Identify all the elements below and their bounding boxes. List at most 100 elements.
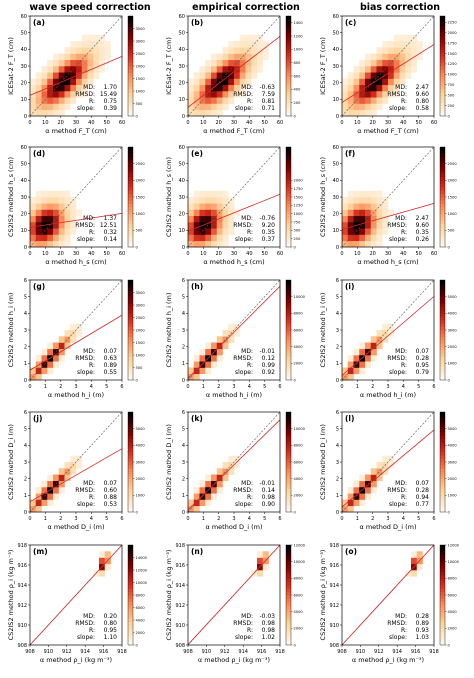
y-tick-label: 5 xyxy=(182,426,185,432)
colorbar-cell xyxy=(440,492,445,496)
density-cell xyxy=(205,97,212,104)
y-tick-label: 912 xyxy=(329,603,339,609)
x-tick-label: 2 xyxy=(371,384,374,390)
density-cell xyxy=(205,109,212,117)
colorbar-cell xyxy=(286,203,291,208)
density-cell xyxy=(216,109,223,117)
density-cell xyxy=(35,373,42,381)
density-cell xyxy=(239,66,246,73)
colorbar-cell xyxy=(286,618,291,622)
density-cell xyxy=(30,197,37,204)
density-cell xyxy=(47,109,54,117)
density-cell xyxy=(405,47,412,54)
density-cell xyxy=(222,336,229,343)
density-cell xyxy=(239,34,246,42)
density-cell xyxy=(342,197,349,204)
colorbar-cell xyxy=(440,157,445,161)
y-tick-label: 918 xyxy=(329,543,339,549)
x-tick-label: 1 xyxy=(44,516,47,522)
colorbar-cell xyxy=(286,485,291,489)
density-cell xyxy=(370,468,377,475)
density-cell xyxy=(216,222,223,229)
x-tick-label: 30 xyxy=(385,251,391,257)
x-tick-label: 30 xyxy=(385,120,391,126)
density-cell xyxy=(205,209,212,217)
x-axis-label: α method F_T (cm) xyxy=(45,127,107,135)
density-cell xyxy=(53,53,60,61)
stat-label: R: xyxy=(247,229,253,236)
colorbar-cell xyxy=(440,370,445,374)
x-tick-label: 1 xyxy=(44,384,47,390)
colorbar-cell xyxy=(286,217,291,221)
density-cell xyxy=(199,109,206,117)
colorbar-cell xyxy=(286,502,291,506)
colorbar-tick-label: 12000 xyxy=(136,568,148,572)
y-tick-label: 6 xyxy=(182,410,185,416)
colorbar-tick-label: 0 xyxy=(136,114,139,118)
density-cell xyxy=(239,41,246,48)
colorbar-cell xyxy=(440,313,445,317)
x-tick-label: 914 xyxy=(392,649,402,655)
density-cell xyxy=(99,570,106,577)
colorbar-tick-label: 1000 xyxy=(136,353,146,357)
regression-line xyxy=(29,314,123,371)
density-cell xyxy=(222,234,229,242)
density-cell xyxy=(370,234,377,242)
stat-value: 2.47 xyxy=(416,84,430,91)
colorbar-cell xyxy=(286,76,291,80)
colorbar-tick-label: 0 xyxy=(136,643,139,647)
density-cell xyxy=(393,91,400,98)
colorbar-cell xyxy=(440,170,445,174)
density-cell xyxy=(64,462,71,469)
density-cell xyxy=(359,367,366,375)
colorbar-cell xyxy=(128,183,133,188)
colorbar-cell xyxy=(128,508,133,513)
y-tick-label: 0 xyxy=(336,378,339,384)
colorbar-cell xyxy=(128,373,133,377)
density-cell xyxy=(359,240,366,248)
one-to-one-line xyxy=(29,15,123,117)
density-cell xyxy=(245,34,252,42)
colorbar-tick-label: 5000 xyxy=(448,427,458,431)
density-cell xyxy=(93,72,100,79)
colorbar-cell xyxy=(440,333,445,337)
colorbar-cell xyxy=(286,326,291,331)
y-tick-label: 10 xyxy=(333,228,339,234)
colorbar-cell xyxy=(128,66,133,70)
colorbar-cell xyxy=(440,46,445,50)
density-cell xyxy=(228,215,235,223)
y-tick-label: 912 xyxy=(17,603,27,609)
density-cell xyxy=(359,66,366,73)
y-tick-label: 10 xyxy=(179,97,185,103)
colorbar-cell xyxy=(286,316,291,321)
colorbar-cell xyxy=(128,356,133,361)
density-cell xyxy=(47,474,54,482)
density-cell xyxy=(239,72,246,79)
density-cell xyxy=(393,72,400,79)
density-cell xyxy=(370,66,377,73)
density-cell xyxy=(239,84,246,92)
density-cell xyxy=(365,203,372,210)
colorbar-cell xyxy=(128,153,133,158)
density-cell xyxy=(76,78,83,86)
density-cell xyxy=(58,59,65,67)
density-cell xyxy=(205,480,212,488)
density-cell xyxy=(245,53,252,61)
density-cell xyxy=(257,41,264,48)
colorbar-tick-label: 2000 xyxy=(448,627,458,631)
density-cell xyxy=(87,66,94,73)
colorbar-tick-label: 1500 xyxy=(294,195,304,199)
colorbar-cell xyxy=(286,230,291,234)
density-cell xyxy=(81,41,88,48)
density-cell xyxy=(365,355,372,362)
colorbar-cell xyxy=(440,200,445,204)
colorbar-cell xyxy=(128,425,133,429)
density-cell xyxy=(47,203,54,210)
density-cell xyxy=(399,34,406,42)
regression-line xyxy=(29,544,123,646)
density-cell xyxy=(205,84,212,92)
y-tick-label: 50 xyxy=(333,30,339,36)
x-tick-label: 0 xyxy=(340,384,343,390)
colorbar-tick-label: 1000 xyxy=(448,73,458,77)
